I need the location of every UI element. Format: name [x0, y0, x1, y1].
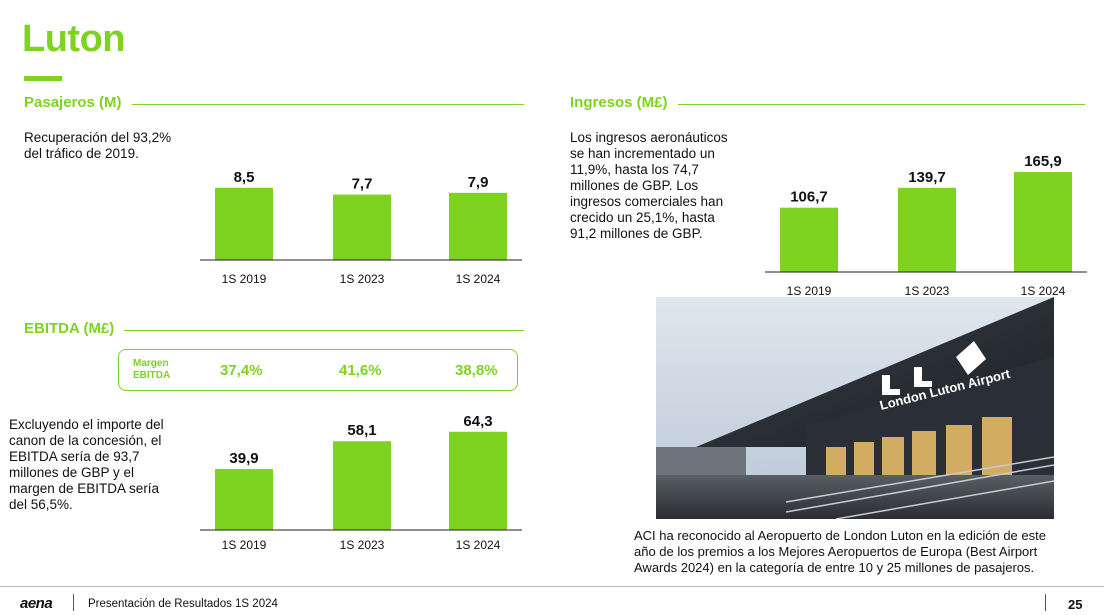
ebitda-heading-text: EBITDA (M£) — [24, 320, 115, 337]
ebitda-bar-1 — [333, 441, 391, 530]
ebitda-bar-0 — [215, 469, 273, 530]
revenue-category-label-1: 1S 2023 — [905, 284, 950, 298]
ebitda-category-label-2: 1S 2024 — [456, 538, 501, 552]
passengers-description: Recuperación del 93,2% del tráfico de 20… — [24, 130, 204, 162]
ebitda-value-label-0: 39,9 — [229, 450, 258, 467]
ebitda-margin-2024: 38,8% — [455, 362, 498, 379]
ebitda-description-line: EBITDA sería de 93,7 — [9, 449, 140, 464]
airport-caption-line: Awards 2024) en la categoría de entre 10… — [634, 560, 1035, 575]
revenue-heading-rule — [677, 103, 1085, 105]
revenue-description-line: ingresos comerciales han — [570, 194, 724, 209]
ebitda-margin-2023: 41,6% — [339, 362, 382, 379]
passengers-heading-rule — [131, 103, 524, 105]
ebitda-category-label-1: 1S 2023 — [340, 538, 385, 552]
aena-logo: aena — [20, 595, 53, 612]
revenue-value-label-1: 139,7 — [908, 169, 946, 186]
ebitda-description: Excluyendo el importe del canon de la co… — [9, 417, 199, 513]
airport-caption: ACI ha reconocido al Aeropuerto de Londo… — [634, 528, 1094, 576]
ebitda-description-line: millones de GBP y el — [9, 465, 135, 480]
passengers-description-line: del tráfico de 2019. — [24, 146, 139, 161]
revenue-description-line: millones de GBP. Los — [570, 178, 699, 193]
airport-caption-line: año de los premios a los Mejores Aeropue… — [634, 544, 1038, 559]
ebitda-description-line: Excluyendo el importe del — [9, 417, 164, 432]
ebitda-margin-box: Margen EBITDA 37,4% 41,6% 38,8% — [118, 349, 518, 391]
footer-presentation-title: Presentación de Resultados 1S 2024 — [88, 598, 278, 610]
ebitda-description-line: del 56,5%. — [9, 497, 73, 512]
revenue-bar-0 — [780, 207, 838, 272]
ebitda-margin-label-line: Margen — [133, 358, 169, 369]
ebitda-margin-2019: 37,4% — [220, 362, 263, 379]
passengers-category-label-1: 1S 2023 — [340, 272, 385, 286]
title-underline — [24, 76, 62, 81]
passengers-value-label-2: 7,9 — [468, 174, 489, 191]
passengers-value-label-0: 8,5 — [234, 169, 255, 186]
passengers-bar-1 — [333, 194, 391, 260]
ebitda-value-label-1: 58,1 — [347, 422, 376, 439]
revenue-bar-2 — [1014, 172, 1072, 272]
passengers-heading: Pasajeros (M) — [24, 94, 524, 111]
airport-photo-svg: London Luton Airport — [656, 297, 1054, 519]
ebitda-description-line: canon de la concesión, el — [9, 433, 162, 448]
revenue-chart: 106,7 1S 2019 139,7 1S 2023 165,9 1S 2024 — [765, 150, 1095, 300]
revenue-category-label-2: 1S 2024 — [1021, 284, 1066, 298]
passengers-heading-text: Pasajeros (M) — [24, 94, 122, 111]
ebitda-heading: EBITDA (M£) — [24, 320, 524, 337]
page-title: Luton — [22, 18, 126, 60]
ebitda-margin-label: Margen EBITDA — [133, 358, 170, 382]
ebitda-value-label-2: 64,3 — [463, 413, 492, 430]
ebitda-chart-svg: 39,9 1S 2019 58,1 1S 2023 64,3 1S 2024 — [200, 413, 522, 552]
revenue-description-line: crecido un 25,1%, hasta — [570, 210, 715, 225]
revenue-value-label-2: 165,9 — [1024, 153, 1062, 170]
passengers-chart: 8,5 1S 2019 7,7 1S 2023 7,9 1S 2024 — [200, 160, 530, 290]
revenue-description-line: se han incrementado un — [570, 146, 715, 161]
passengers-category-label-0: 1S 2019 — [222, 272, 267, 286]
revenue-description-line: 91,2 millones de GBP. — [570, 226, 703, 241]
revenue-description-line: Los ingresos aeronáuticos — [570, 130, 728, 145]
passengers-description-line: Recuperación del 93,2% — [24, 130, 172, 145]
footer-separator-right — [1045, 594, 1046, 611]
revenue-value-label-0: 106,7 — [790, 189, 828, 206]
revenue-description-line: 11,9%, hasta los 74,7 — [570, 162, 699, 177]
airport-caption-line: ACI ha reconocido al Aeropuerto de Londo… — [634, 528, 1046, 543]
ebitda-margin-label-line: EBITDA — [133, 370, 171, 381]
ebitda-bar-2 — [449, 431, 507, 530]
revenue-heading-text: Ingresos (M£) — [570, 94, 668, 111]
passengers-bar-0 — [215, 187, 273, 260]
revenue-description: Los ingresos aeronáuticos se han increme… — [570, 130, 760, 242]
passengers-category-label-2: 1S 2024 — [456, 272, 501, 286]
ebitda-category-label-0: 1S 2019 — [222, 538, 267, 552]
page-number: 25 — [1068, 597, 1083, 612]
passengers-chart-svg: 8,5 1S 2019 7,7 1S 2023 7,9 1S 2024 — [200, 169, 522, 286]
ebitda-chart: 39,9 1S 2019 58,1 1S 2023 64,3 1S 2024 — [200, 410, 530, 555]
footer-divider — [0, 586, 1104, 587]
ebitda-heading-rule — [124, 329, 524, 331]
ebitda-description-line: margen de EBITDA sería — [9, 481, 160, 496]
airport-photo: London Luton Airport — [656, 297, 1054, 519]
revenue-heading: Ingresos (M£) — [570, 94, 1085, 111]
passengers-value-label-1: 7,7 — [352, 176, 373, 193]
passengers-bar-2 — [449, 192, 507, 260]
revenue-bar-1 — [898, 187, 956, 272]
revenue-category-label-0: 1S 2019 — [787, 284, 832, 298]
footer-separator — [73, 594, 74, 611]
revenue-chart-svg: 106,7 1S 2019 139,7 1S 2023 165,9 1S 2024 — [765, 153, 1087, 298]
